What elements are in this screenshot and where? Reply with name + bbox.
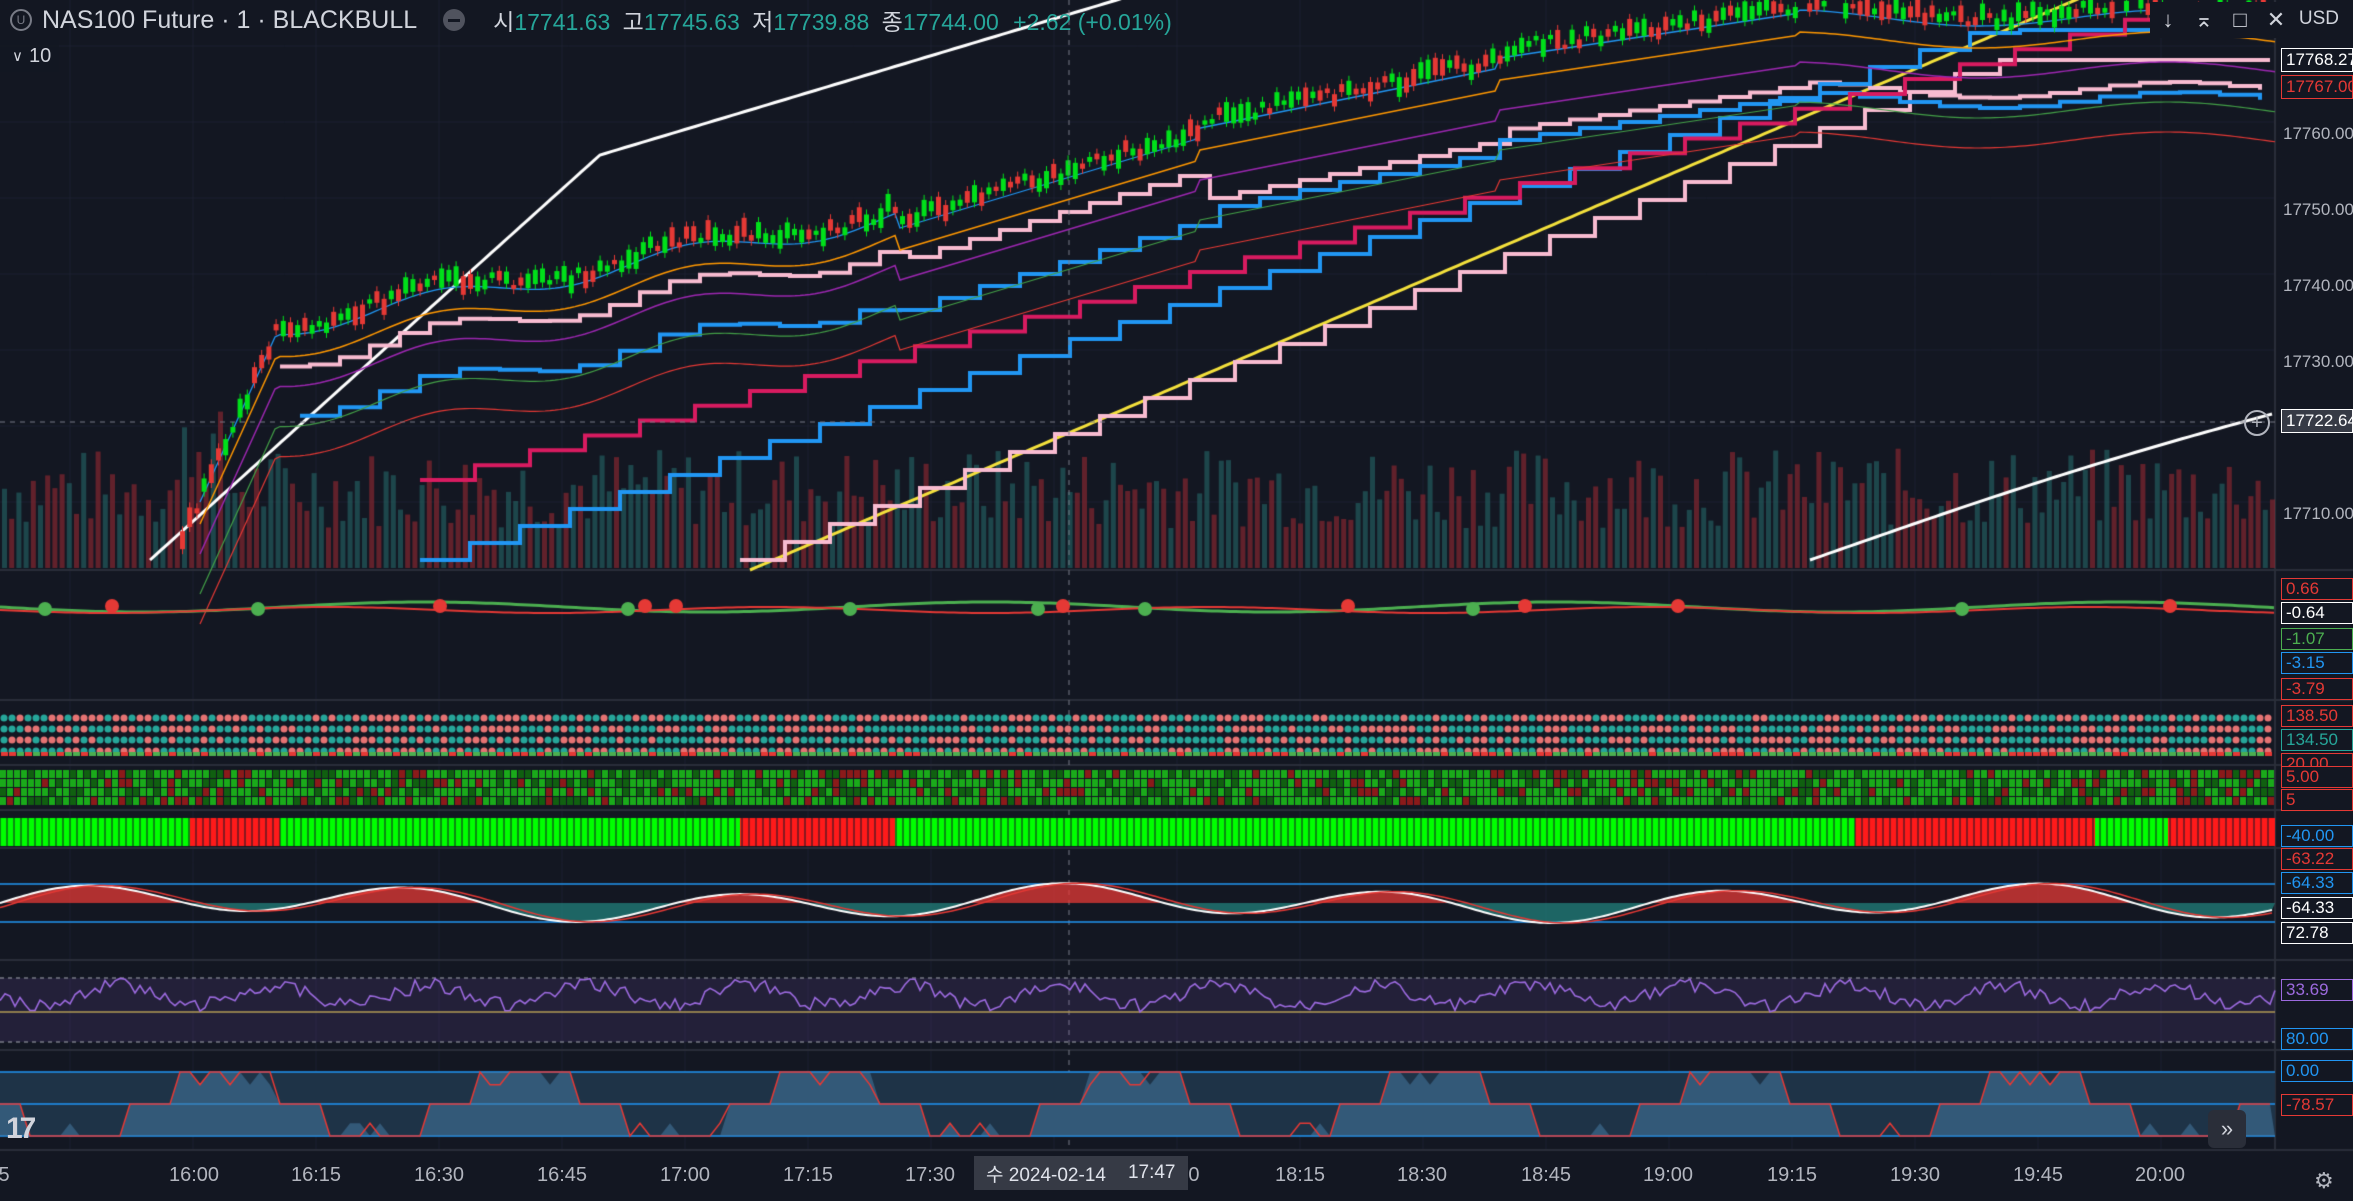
price-tick: 17730.00 (2283, 352, 2353, 371)
pane-value-label: -0.64 (2281, 602, 2353, 624)
crosshair-price-label: 17722.64 (2281, 409, 2353, 433)
tradingview-logo[interactable]: 17 (6, 1112, 36, 1145)
pane-value-label: 80.00 (2281, 1028, 2353, 1050)
pane-value-label: 5.00 (2281, 766, 2353, 788)
time-tick: 16:15 (290, 1164, 342, 1186)
price-tick: 17750.00 (2283, 200, 2353, 219)
chart-controls: ↓ ⌅ □ ✕ (2150, 2, 2294, 38)
open-label: 시 (493, 9, 515, 35)
pane-value-label: 0.66 (2281, 578, 2353, 600)
currency-label[interactable]: USD (2298, 8, 2339, 29)
time-tick: 18:45 (1520, 1164, 1572, 1186)
price-label-b: 17767.00 (2281, 75, 2353, 99)
pane-value-label: -3.79 (2281, 678, 2353, 700)
price-tick: 17710.00 (2283, 504, 2353, 523)
chevron-down-icon[interactable]: ∨ (12, 48, 23, 65)
pane-value-label: 33.69 (2281, 979, 2353, 1001)
indicators-toggle[interactable]: ∨ 10 (0, 40, 60, 72)
open-value: 17741.63 (514, 9, 611, 35)
ohlc-values: 시17741.63 고17745.63 저17739.88 종17744.00 … (487, 3, 1172, 37)
time-tick: 19:30 (1889, 1164, 1941, 1186)
time-tick: 19:00 (1642, 1164, 1694, 1186)
time-tick: 16:00 (168, 1164, 220, 1186)
time-tick: 20:00 (2134, 1164, 2186, 1186)
pane-value-label: 5 (2281, 789, 2353, 811)
indicator-count: 10 (28, 44, 52, 67)
close-icon[interactable]: ✕ (2258, 2, 2294, 38)
pane-value-label: -64.33 (2281, 897, 2353, 919)
pane-value-label: -1.07 (2281, 628, 2353, 650)
pane-value-label: 72.78 (2281, 922, 2353, 944)
pane-value-label: -3.15 (2281, 652, 2353, 674)
price-tick: 17740.00 (2283, 276, 2353, 295)
gear-icon[interactable]: ⚙ (2314, 1168, 2334, 1193)
time-tick: 16:45 (536, 1164, 588, 1186)
high-value: 17745.63 (643, 9, 740, 35)
change-value: +2.62 (+0.01%) (1013, 9, 1172, 35)
high-label: 고 (622, 9, 644, 35)
collapse-icon[interactable]: ⌅ (2186, 2, 2222, 38)
close-label: 종 (881, 9, 903, 35)
time-tick: 5 (0, 1164, 10, 1186)
fullscreen-icon[interactable]: □ (2222, 2, 2258, 38)
pane-value-label: 138.50 (2281, 705, 2353, 727)
price-label-a: 17768.27 (2281, 48, 2353, 72)
pane-value-label: -63.22 (2281, 848, 2353, 870)
download-icon[interactable]: ↓ (2150, 2, 2186, 38)
crosshair-time: 17:47 (1127, 1162, 1176, 1183)
pane-value-label: -64.33 (2281, 872, 2353, 894)
crosshair-date-label: 수 2024-02-14 17:47 (974, 1156, 1188, 1190)
time-tick: 18:30 (1396, 1164, 1448, 1186)
close-value: 17744.00 (902, 9, 999, 35)
pane-value-label: -40.00 (2281, 825, 2353, 847)
pane-value-label: -78.57 (2281, 1094, 2353, 1116)
low-value: 17739.88 (773, 9, 870, 35)
time-tick: 19:45 (2012, 1164, 2064, 1186)
low-label: 저 (752, 9, 774, 35)
time-tick: 17:15 (782, 1164, 834, 1186)
time-tick: 16:30 (413, 1164, 465, 1186)
add-plus-icon[interactable]: + (2244, 410, 2270, 436)
symbol-icon[interactable]: U (10, 9, 32, 31)
time-tick: 17:30 (904, 1164, 956, 1186)
pane-value-label: 134.50 (2281, 729, 2353, 751)
time-tick: 19:15 (1766, 1164, 1818, 1186)
symbol-header: U NAS100 Future · 1 · BLACKBULL 시17741.6… (0, 0, 1172, 40)
symbol-title[interactable]: NAS100 Future · 1 · BLACKBULL (42, 5, 418, 34)
pane-value-label: 0.00 (2281, 1060, 2353, 1082)
go-to-realtime-icon[interactable]: » (2208, 1110, 2246, 1148)
time-tick: 18:15 (1274, 1164, 1326, 1186)
crosshair-date: 수 2024-02-14 (986, 1164, 1106, 1186)
time-tick: 17:00 (659, 1164, 711, 1186)
eye-hide-icon[interactable] (443, 9, 466, 31)
price-tick: 17760.00 (2283, 124, 2353, 143)
